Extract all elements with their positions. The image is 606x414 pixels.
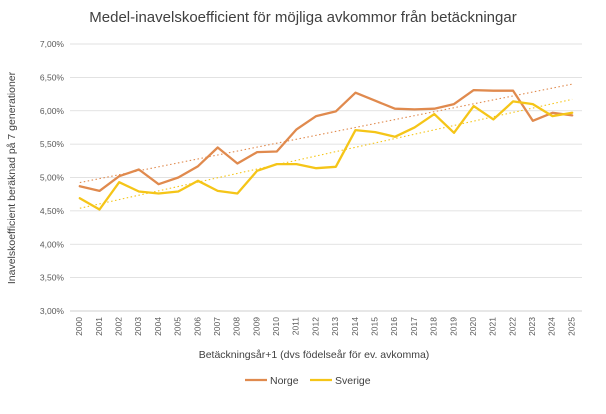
x-tick-label: 2004 <box>153 317 163 336</box>
x-tick-label: 2001 <box>94 317 104 336</box>
x-tick-label: 2017 <box>409 317 419 336</box>
x-tick-label: 2015 <box>369 317 379 336</box>
legend: Norge Sverige <box>245 375 371 387</box>
y-tick-label: 5,00% <box>40 173 65 183</box>
x-axis-label: Betäckningsår+1 (dvs födelseår för ev. a… <box>199 349 430 361</box>
y-tick-label: 4,00% <box>40 239 65 249</box>
y-axis-label: Inavelskoefficient beräknad på 7 generat… <box>6 71 18 284</box>
x-tick-label: 2020 <box>468 317 478 336</box>
grid-lines <box>70 43 582 312</box>
x-tick-label: 2005 <box>173 317 183 336</box>
series-lines <box>78 88 574 211</box>
x-tick-label: 2008 <box>232 317 242 336</box>
y-tick-label: 6,50% <box>40 72 65 82</box>
y-axis-ticks: 3,00% 3,50% 4,00% 4,50% 5,00% 5,50% 6,00% 6,50%… <box>40 39 65 316</box>
x-tick-label: 2000 <box>74 317 84 336</box>
y-tick-label: 5,50% <box>40 139 65 149</box>
x-tick-label: 2007 <box>212 317 222 336</box>
x-tick-label: 2025 <box>566 317 576 336</box>
x-tick-label: 2018 <box>429 317 439 336</box>
x-tick-label: 2021 <box>488 317 498 336</box>
legend-label: Norge <box>270 375 299 387</box>
x-tick-label: 2019 <box>448 317 458 336</box>
x-axis-ticks: 2000 2001 2002 2003 2004 2005 2006 2007 2008 2009… <box>74 317 576 336</box>
x-tick-label: 2011 <box>291 317 301 336</box>
x-tick-label: 2009 <box>251 317 261 336</box>
y-tick-label: 7,00% <box>40 39 65 49</box>
x-tick-label: 2006 <box>192 317 202 336</box>
series-line-sverige <box>78 100 574 211</box>
x-tick-label: 2014 <box>350 317 360 336</box>
x-tick-label: 2013 <box>330 317 340 336</box>
x-tick-label: 2012 <box>310 317 320 336</box>
y-tick-label: 6,00% <box>40 106 65 116</box>
x-tick-label: 2010 <box>271 317 281 336</box>
x-tick-label: 2022 <box>507 317 517 336</box>
trend-lines <box>79 83 573 209</box>
chart-title: Medel-inavelskoefficient för möjliga avk… <box>89 9 516 26</box>
x-tick-label: 2003 <box>133 317 143 336</box>
y-tick-label: 3,00% <box>40 306 65 316</box>
x-tick-label: 2016 <box>389 317 399 336</box>
y-tick-label: 3,50% <box>40 273 65 283</box>
y-tick-label: 4,50% <box>40 206 65 216</box>
x-tick-label: 2002 <box>113 317 123 336</box>
x-tick-label: 2023 <box>527 317 537 336</box>
legend-label: Sverige <box>335 375 371 387</box>
series-line-norge <box>78 88 574 193</box>
x-tick-label: 2024 <box>547 317 557 336</box>
